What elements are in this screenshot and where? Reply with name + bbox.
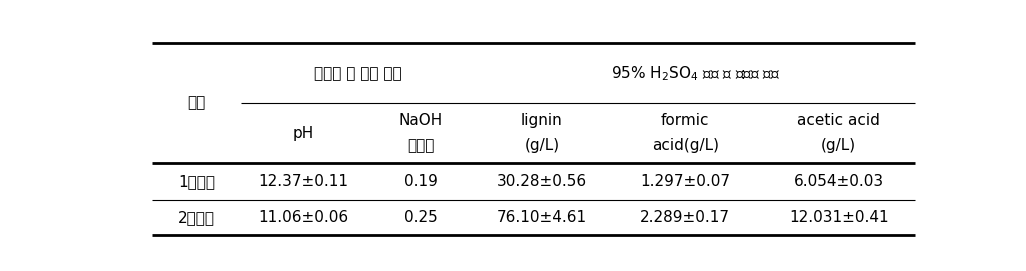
Text: acid(g/L): acid(g/L) [652,138,719,153]
Text: 0.19: 0.19 [404,174,438,189]
Text: 6.054±0.03: 6.054±0.03 [794,174,883,189]
Text: NaOH: NaOH [398,113,443,128]
Text: 0.25: 0.25 [404,210,437,225]
Text: 12.031±0.41: 12.031±0.41 [789,210,889,225]
Text: 76.10±4.61: 76.10±4.61 [497,210,587,225]
Text: 몰농도: 몰농도 [407,138,434,153]
Text: lignin: lignin [521,113,562,128]
Text: 30.28±0.56: 30.28±0.56 [497,174,587,189]
Text: 1.297±0.07: 1.297±0.07 [640,174,731,189]
Text: 흑액: 흑액 [188,95,205,111]
Text: pH: pH [293,126,314,141]
Text: 2.289±0.17: 2.289±0.17 [640,210,731,225]
Text: formic: formic [661,113,710,128]
Text: (g/L): (g/L) [524,138,559,153]
Text: 2차흑액: 2차흑액 [179,210,215,225]
Text: 95% H$_2$SO$_4$ 첨가 후 전처리 흑액: 95% H$_2$SO$_4$ 첨가 후 전처리 흑액 [610,64,780,83]
Text: 12.37±0.11: 12.37±0.11 [259,174,349,189]
Text: 전처리 후 발생 흑액: 전처리 후 발생 흑액 [314,66,402,81]
Text: 11.06±0.06: 11.06±0.06 [259,210,349,225]
Text: acetic acid: acetic acid [797,113,880,128]
Text: (g/L): (g/L) [821,138,857,153]
Text: 1차흑액: 1차흑액 [179,174,215,189]
